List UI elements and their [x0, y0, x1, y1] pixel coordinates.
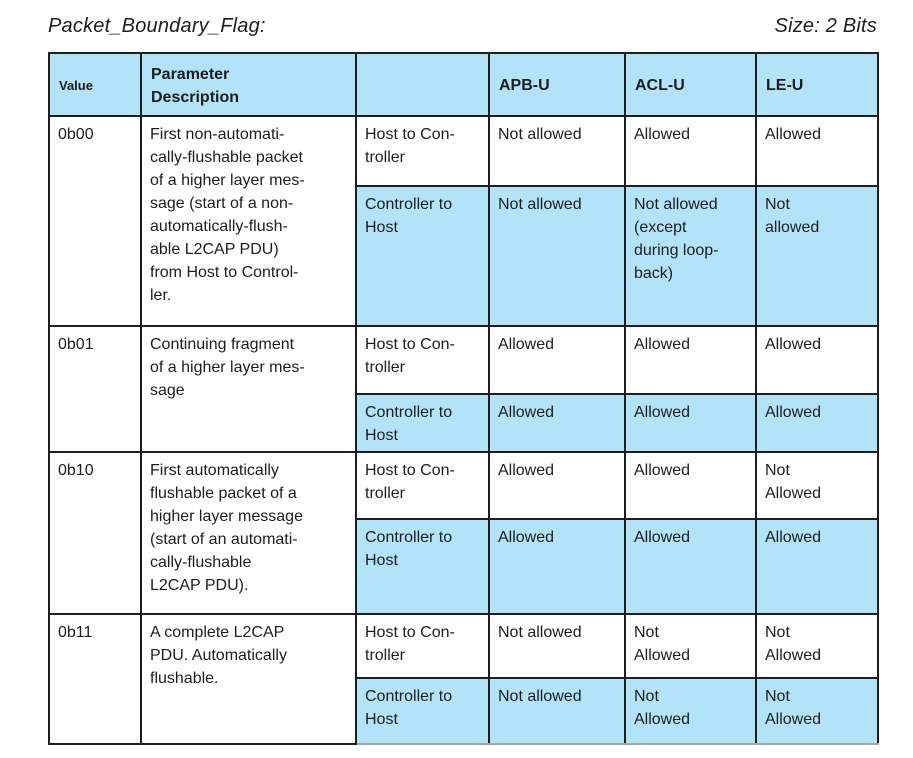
- le-u-cell: Allowed: [755, 518, 879, 615]
- le-u-cell: Allowed: [755, 325, 879, 395]
- apb-u-cell: Not allowed: [488, 185, 626, 327]
- le-u-cell: Not Allowed: [755, 678, 879, 745]
- le-u-cell: Not allowed: [755, 185, 879, 327]
- table-row: 0b11 A complete L2CAP PDU. Automatically…: [48, 613, 879, 745]
- header-description: Parameter Description: [140, 52, 357, 117]
- header-value: Value: [48, 52, 142, 117]
- direction-cell: Host to Con- troller: [355, 613, 490, 679]
- acl-u-cell: Not Allowed: [624, 613, 757, 679]
- apb-u-cell: Allowed: [488, 518, 626, 615]
- le-u-cell: Not Allowed: [755, 451, 879, 520]
- direction-cell: Host to Con- troller: [355, 115, 490, 187]
- acl-u-cell: Allowed: [624, 518, 757, 615]
- acl-u-cell: Not allowed (except during loop- back): [624, 185, 757, 327]
- table-row: 0b01 Continuing fragment of a higher lay…: [48, 325, 879, 453]
- header-direction: [355, 52, 490, 117]
- direction-cell: Controller to Host: [355, 393, 490, 453]
- direction-cell: Host to Con- troller: [355, 325, 490, 395]
- value-cell: 0b00: [48, 115, 142, 327]
- value-cell: 0b01: [48, 325, 142, 453]
- apb-u-cell: Not allowed: [488, 613, 626, 679]
- table-row: Controller to Host Allowed Allowed Allow…: [49, 393, 879, 453]
- acl-u-cell: Allowed: [624, 451, 757, 520]
- le-u-cell: Not Allowed: [755, 613, 879, 679]
- header-acl-u: ACL-U: [624, 52, 757, 117]
- le-u-cell: Allowed: [755, 393, 879, 453]
- description-cell: First non-automati- cally-flushable pack…: [140, 115, 357, 327]
- description-cell: A complete L2CAP PDU. Automatically flus…: [140, 613, 357, 745]
- acl-u-cell: Not Allowed: [624, 678, 757, 745]
- description-cell: First automatically flushable packet of …: [140, 451, 357, 615]
- parameter-name-label: Packet_Boundary_Flag:: [48, 15, 266, 37]
- description-cell: Continuing fragment of a higher layer me…: [140, 325, 357, 453]
- table-row: Controller to Host Not allowed Not Allow…: [49, 678, 879, 745]
- header-apb-u: APB-U: [488, 52, 626, 117]
- table-row: Controller to Host Not allowed Not allow…: [49, 185, 879, 327]
- le-u-cell: Allowed: [755, 115, 879, 187]
- direction-cell: Controller to Host: [355, 678, 490, 745]
- value-cell: 0b10: [48, 451, 142, 615]
- apb-u-cell: Not allowed: [488, 115, 626, 187]
- packet-boundary-flag-table: Value Parameter Description APB-U ACL-U …: [48, 52, 879, 745]
- table-row: 0b00 First non-automati- cally-flushable…: [48, 115, 879, 327]
- header-row: Value Parameter Description APB-U ACL-U …: [48, 52, 879, 117]
- table-row: Controller to Host Allowed Allowed Allow…: [49, 518, 879, 615]
- direction-cell: Controller to Host: [355, 518, 490, 615]
- header-le-u: LE-U: [755, 52, 879, 117]
- table-row: 0b10 First automatically flushable packe…: [48, 451, 879, 615]
- acl-u-cell: Allowed: [624, 325, 757, 395]
- apb-u-cell: Allowed: [488, 451, 626, 520]
- table-caption: Packet_Boundary_Flag: Size: 2 Bits: [48, 15, 877, 38]
- size-label: Size: 2 Bits: [774, 15, 877, 37]
- direction-cell: Host to Con- troller: [355, 451, 490, 520]
- apb-u-cell: Not allowed: [488, 678, 626, 745]
- acl-u-cell: Allowed: [624, 393, 757, 453]
- value-cell: 0b11: [48, 613, 142, 745]
- acl-u-cell: Allowed: [624, 115, 757, 187]
- apb-u-cell: Allowed: [488, 393, 626, 453]
- direction-cell: Controller to Host: [355, 185, 490, 327]
- apb-u-cell: Allowed: [488, 325, 626, 395]
